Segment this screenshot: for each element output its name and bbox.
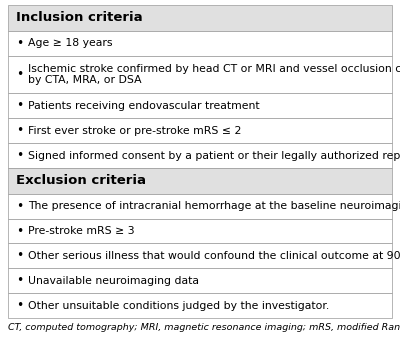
Text: Ischemic stroke confirmed by head CT or MRI and vessel occlusion confirmed
by CT: Ischemic stroke confirmed by head CT or …: [28, 64, 400, 85]
Bar: [8, 194, 392, 218]
Text: •: •: [16, 274, 23, 287]
Text: Pre-stroke mRS ≥ 3: Pre-stroke mRS ≥ 3: [28, 226, 135, 236]
Bar: [8, 56, 392, 93]
Bar: [8, 143, 392, 168]
Text: •: •: [16, 37, 23, 50]
Text: •: •: [16, 200, 23, 213]
Bar: [8, 218, 392, 244]
Text: The presence of intracranial hemorrhage at the baseline neuroimaging: The presence of intracranial hemorrhage …: [28, 201, 400, 211]
Text: •: •: [16, 299, 23, 312]
Text: Age ≥ 18 years: Age ≥ 18 years: [28, 38, 112, 48]
Text: Patients receiving endovascular treatment: Patients receiving endovascular treatmen…: [28, 101, 260, 111]
Text: •: •: [16, 249, 23, 262]
Text: •: •: [16, 124, 23, 137]
Bar: [8, 268, 392, 293]
Bar: [8, 293, 392, 318]
Text: First ever stroke or pre-stroke mRS ≤ 2: First ever stroke or pre-stroke mRS ≤ 2: [28, 126, 241, 136]
Text: Other serious illness that would confound the clinical outcome at 90 days: Other serious illness that would confoun…: [28, 251, 400, 261]
Text: •: •: [16, 225, 23, 238]
Bar: [8, 168, 392, 194]
Bar: [8, 31, 392, 56]
Text: Inclusion criteria: Inclusion criteria: [16, 11, 143, 24]
Bar: [8, 93, 392, 118]
Bar: [8, 244, 392, 268]
Text: •: •: [16, 99, 23, 113]
Text: •: •: [16, 68, 23, 81]
Text: Unavailable neuroimaging data: Unavailable neuroimaging data: [28, 276, 199, 286]
Bar: [8, 5, 392, 31]
Text: •: •: [16, 149, 23, 162]
Text: Signed informed consent by a patient or their legally authorized representative.: Signed informed consent by a patient or …: [28, 151, 400, 161]
Text: CT, computed tomography; MRI, magnetic resonance imaging; mRS, modified Rankin S: CT, computed tomography; MRI, magnetic r…: [8, 323, 400, 332]
Text: Other unsuitable conditions judged by the investigator.: Other unsuitable conditions judged by th…: [28, 300, 329, 310]
Bar: [8, 118, 392, 143]
Text: Exclusion criteria: Exclusion criteria: [16, 174, 146, 187]
